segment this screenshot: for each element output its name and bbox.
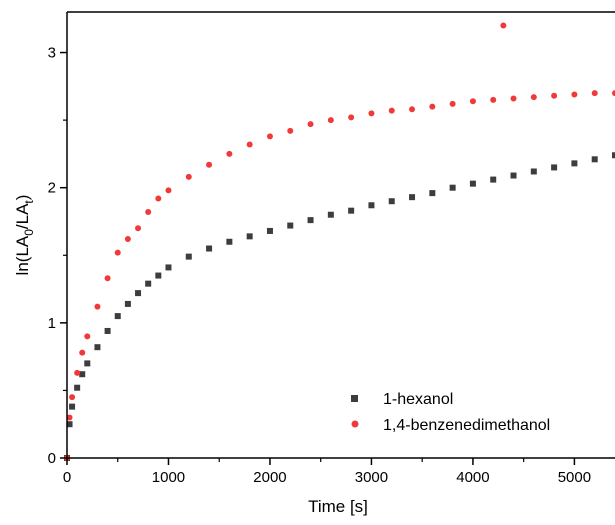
data-point-hexanol	[155, 272, 162, 279]
data-point-hexanol	[429, 190, 436, 197]
data-point-benzenedimethanol	[94, 303, 101, 310]
data-point-benzenedimethanol	[185, 173, 192, 180]
data-point-benzenedimethanol	[206, 161, 213, 168]
data-point-hexanol	[266, 227, 273, 234]
data-point-benzenedimethanol	[469, 98, 476, 105]
legend-marker-hexanol	[351, 395, 358, 402]
data-point-benzenedimethanol	[266, 133, 273, 140]
data-point-benzenedimethanol	[490, 96, 497, 103]
data-point-hexanol	[368, 202, 375, 209]
series-1-4-benzenedimethanol	[64, 22, 615, 461]
legend: 1-hexanol 1,4-benzenedimethanol	[351, 391, 550, 434]
data-point-benzenedimethanol	[591, 90, 598, 97]
y-axis-title: ln(LA0/LAt)	[13, 195, 36, 276]
data-point-hexanol	[66, 421, 73, 428]
axes	[66, 11, 615, 459]
x-tick-label: 5000	[558, 469, 591, 486]
data-point-benzenedimethanol	[155, 195, 162, 202]
data-point-hexanol	[185, 253, 192, 260]
legend-marker-benzenedimethanol	[351, 420, 359, 428]
data-point-benzenedimethanol	[114, 249, 121, 256]
data-point-benzenedimethanol	[287, 127, 294, 134]
data-point-benzenedimethanol	[307, 121, 314, 128]
x-tick-label: 0	[63, 469, 71, 486]
data-point-benzenedimethanol	[246, 141, 253, 148]
data-point-hexanol	[591, 156, 598, 163]
legend-label-hexanol: 1-hexanol	[383, 391, 453, 408]
data-point-hexanol	[84, 360, 91, 367]
data-point-hexanol	[246, 233, 253, 240]
data-point-benzenedimethanol	[368, 110, 375, 117]
data-point-benzenedimethanol	[104, 275, 111, 282]
data-point-hexanol	[551, 164, 558, 171]
data-point-hexanol	[490, 176, 497, 183]
x-tick-label: 1000	[152, 469, 185, 486]
data-point-hexanol	[409, 194, 416, 201]
y-tick-label: 2	[48, 180, 56, 197]
x-tick-label: 4000	[456, 469, 489, 486]
y-axis-title-sub2: t	[22, 200, 36, 204]
data-point-benzenedimethanol	[226, 150, 233, 157]
data-point-benzenedimethanol	[84, 333, 91, 340]
data-point-benzenedimethanol	[612, 90, 615, 97]
data-point-benzenedimethanol	[74, 369, 81, 376]
y-tick-label: 0	[48, 450, 56, 467]
data-point-benzenedimethanol	[500, 22, 507, 29]
y-tick-label: 3	[48, 45, 56, 62]
data-point-hexanol	[449, 184, 456, 191]
data-point-benzenedimethanol	[449, 100, 456, 107]
data-point-benzenedimethanol	[69, 394, 76, 401]
data-point-benzenedimethanol	[551, 92, 558, 99]
data-point-benzenedimethanol	[135, 225, 142, 232]
data-point-hexanol	[327, 211, 334, 218]
data-point-hexanol	[612, 152, 615, 159]
data-point-hexanol	[114, 313, 121, 320]
data-point-hexanol	[135, 290, 142, 297]
data-point-hexanol	[69, 403, 76, 410]
data-point-hexanol	[287, 222, 294, 229]
data-point-hexanol	[165, 264, 172, 271]
data-point-benzenedimethanol	[409, 106, 416, 113]
data-point-hexanol	[348, 207, 355, 214]
data-point-hexanol	[388, 198, 395, 205]
data-point-hexanol	[74, 384, 81, 391]
x-tick-label: 2000	[253, 469, 286, 486]
series-1-hexanol	[64, 152, 615, 461]
data-point-hexanol	[206, 245, 213, 252]
ticks	[60, 51, 576, 465]
data-point-hexanol	[104, 327, 111, 334]
data-point-hexanol	[124, 300, 131, 307]
data-point-benzenedimethanol	[510, 95, 517, 102]
data-point-hexanol	[79, 371, 86, 378]
data-point-benzenedimethanol	[79, 349, 86, 356]
x-axis-title: Time [s]	[308, 497, 368, 516]
tick-labels: 0 1000 2000 3000 4000 5000 0 1 2 3	[48, 45, 591, 486]
data-point-benzenedimethanol	[165, 187, 172, 194]
data-point-benzenedimethanol	[530, 94, 537, 101]
data-point-hexanol	[307, 217, 314, 224]
data-point-benzenedimethanol	[327, 117, 334, 124]
data-point-hexanol	[469, 180, 476, 187]
y-axis-title-sub1: 0	[22, 229, 36, 236]
y-axis-title-main: ln(LA	[13, 235, 32, 275]
data-point-hexanol	[226, 238, 233, 245]
data-point-benzenedimethanol	[145, 209, 152, 216]
data-point-hexanol	[145, 280, 152, 287]
y-axis-title-end: )	[13, 195, 32, 201]
data-point-benzenedimethanol	[571, 91, 578, 98]
data-point-benzenedimethanol	[124, 236, 131, 243]
data-point-hexanol	[571, 160, 578, 167]
legend-label-benzenedimethanol: 1,4-benzenedimethanol	[383, 417, 550, 434]
data-point-benzenedimethanol	[429, 103, 436, 110]
y-tick-label: 1	[48, 315, 56, 332]
data-point-hexanol	[94, 344, 101, 351]
data-point-benzenedimethanol	[388, 107, 395, 114]
data-point-benzenedimethanol	[348, 114, 355, 121]
x-tick-label: 3000	[355, 469, 388, 486]
y-axis-title-mid: /LA	[13, 203, 32, 229]
data-point-hexanol	[530, 168, 537, 175]
data-point-benzenedimethanol	[66, 414, 73, 421]
data-point-hexanol	[510, 172, 517, 179]
